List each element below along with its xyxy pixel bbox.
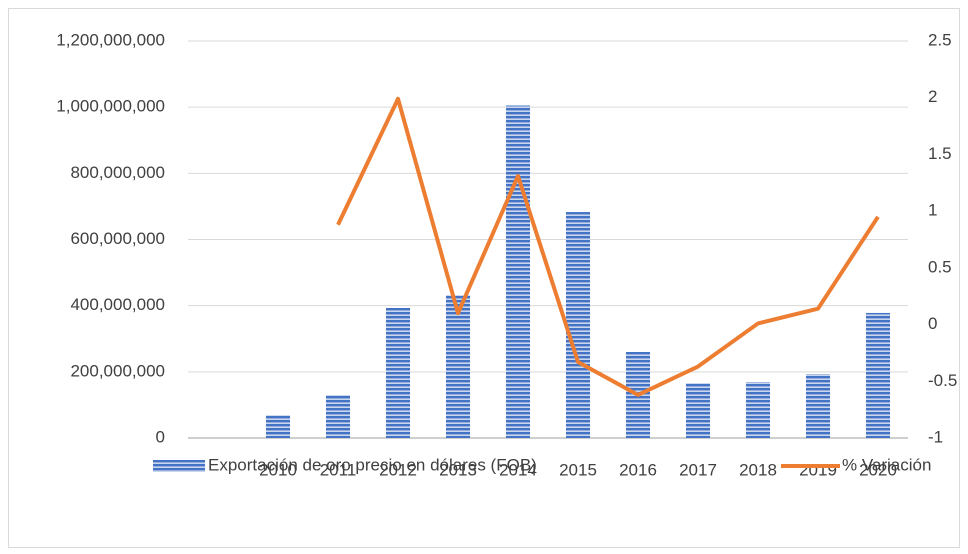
y-tick-label: 600,000,000 bbox=[70, 229, 165, 248]
legend-swatch bbox=[153, 460, 205, 472]
y-tick-label: 800,000,000 bbox=[70, 163, 165, 182]
y2-tick-label: 2.5 bbox=[928, 30, 952, 49]
bar bbox=[266, 415, 290, 438]
legend-label: % Variación bbox=[842, 455, 931, 474]
bar bbox=[746, 382, 770, 438]
y2-tick-label: 1.5 bbox=[928, 144, 952, 163]
x-tick-label: 2019 bbox=[799, 460, 837, 479]
x-tick-label: 2014 bbox=[499, 460, 537, 479]
bar bbox=[386, 307, 410, 438]
x-tick-label: 2010 bbox=[259, 460, 297, 479]
bar bbox=[866, 312, 890, 438]
bar bbox=[446, 295, 470, 438]
y2-tick-label: 1 bbox=[928, 201, 937, 220]
chart-border bbox=[8, 8, 960, 548]
x-tick-label: 2015 bbox=[559, 460, 597, 479]
x-tick-label: 2011 bbox=[320, 460, 357, 479]
y-tick-label: 400,000,000 bbox=[70, 295, 165, 314]
x-tick-label: 2013 bbox=[439, 460, 477, 479]
legend-label: Exportación de oro precio en dólares (FO… bbox=[208, 455, 537, 474]
y-tick-label: 1,200,000,000 bbox=[56, 30, 165, 49]
y2-tick-label: -0.5 bbox=[928, 371, 957, 390]
bar bbox=[806, 374, 830, 438]
x-tick-label: 2016 bbox=[619, 460, 657, 479]
y2-tick-label: 0.5 bbox=[928, 257, 952, 276]
bar bbox=[326, 394, 350, 438]
y-tick-label: 0 bbox=[156, 427, 165, 446]
bar bbox=[506, 105, 530, 438]
x-tick-label: 2020 bbox=[859, 460, 897, 479]
x-tick-label: 2012 bbox=[379, 460, 417, 479]
y2-tick-label: -1 bbox=[928, 427, 943, 446]
x-tick-label: 2018 bbox=[739, 460, 777, 479]
line bbox=[336, 96, 880, 397]
y-tick-label: 200,000,000 bbox=[70, 361, 165, 380]
y2-tick-label: 0 bbox=[928, 314, 937, 333]
y-tick-label: 1,000,000,000 bbox=[56, 97, 165, 116]
bar bbox=[686, 383, 710, 438]
bar bbox=[566, 212, 590, 438]
y2-tick-label: 2 bbox=[928, 87, 937, 106]
x-tick-label: 2017 bbox=[679, 460, 717, 479]
